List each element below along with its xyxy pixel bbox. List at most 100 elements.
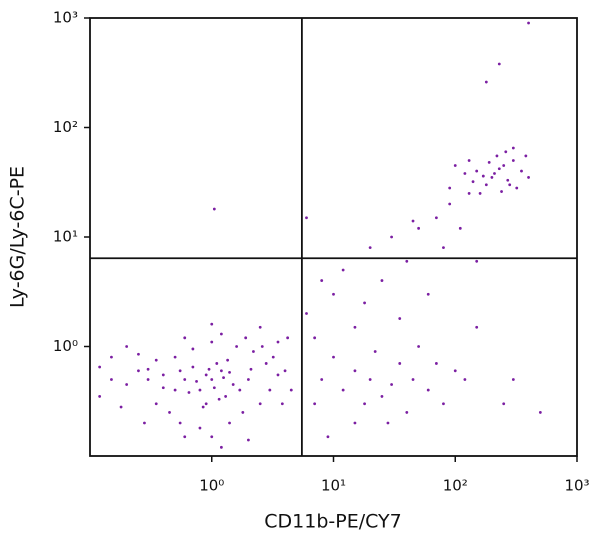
data-point — [222, 376, 225, 379]
plot-frame — [89, 17, 578, 457]
data-point — [119, 405, 123, 409]
data-point — [497, 62, 501, 66]
data-point — [434, 216, 438, 220]
data-point — [524, 154, 528, 158]
data-point — [207, 367, 211, 371]
data-point — [224, 395, 228, 398]
data-point — [226, 358, 230, 362]
data-point — [146, 367, 150, 371]
y-tick-label: 10¹ — [53, 228, 78, 246]
data-point — [168, 411, 171, 414]
data-point — [137, 352, 140, 356]
data-point — [442, 246, 445, 250]
data-point — [183, 378, 187, 381]
data-point — [453, 164, 457, 167]
data-point — [173, 355, 177, 359]
data-point — [527, 176, 530, 179]
data-point — [231, 383, 235, 386]
data-point — [219, 332, 223, 336]
data-point — [320, 279, 324, 282]
data-point — [241, 411, 245, 414]
data-point — [500, 190, 503, 193]
data-point — [515, 186, 519, 190]
data-point — [204, 402, 208, 406]
data-point — [125, 383, 129, 386]
data-point — [368, 378, 372, 381]
data-point — [380, 395, 384, 398]
x-tick-label: 10³ — [564, 477, 589, 495]
data-point — [493, 172, 496, 175]
data-point — [320, 378, 324, 381]
data-point — [353, 325, 357, 329]
data-point — [538, 411, 542, 414]
data-point — [283, 369, 287, 373]
data-point — [305, 216, 308, 220]
data-point — [195, 380, 198, 383]
data-point — [332, 292, 335, 296]
data-point — [264, 362, 268, 365]
data-point — [183, 435, 187, 439]
data-point — [426, 388, 430, 392]
data-point — [405, 411, 409, 414]
data-point — [434, 362, 438, 365]
data-point — [198, 426, 202, 430]
data-point — [286, 336, 290, 340]
x-tick-label: 10¹ — [321, 477, 346, 495]
x-tick-label: 10² — [443, 477, 468, 495]
data-point — [110, 355, 113, 359]
data-point — [417, 345, 420, 348]
data-point — [258, 402, 262, 406]
data-point — [178, 421, 182, 425]
data-point — [219, 445, 223, 449]
data-point — [276, 373, 280, 377]
data-point — [475, 259, 479, 263]
data-point — [191, 365, 195, 369]
data-point — [210, 435, 214, 439]
data-point — [487, 161, 491, 164]
data-point — [228, 371, 231, 374]
data-point — [373, 350, 377, 353]
data-point — [217, 397, 221, 401]
data-point — [363, 402, 366, 406]
y-tick-label: 10² — [53, 118, 78, 136]
data-point — [504, 150, 508, 154]
data-point — [154, 402, 158, 406]
data-point — [398, 317, 402, 320]
data-point — [471, 180, 475, 184]
data-point — [341, 268, 345, 272]
y-tick-label: 10³ — [53, 9, 78, 27]
data-point — [458, 226, 462, 230]
data-point — [442, 402, 445, 406]
data-point — [125, 345, 129, 348]
data-point — [484, 80, 488, 84]
data-point — [173, 388, 177, 392]
data-point — [390, 235, 393, 239]
data-point — [511, 378, 515, 381]
data-point — [154, 358, 158, 362]
data-point — [143, 421, 146, 425]
data-point — [463, 172, 467, 175]
data-point — [497, 167, 501, 171]
data-point — [238, 388, 242, 392]
data-point — [326, 435, 330, 439]
data-point — [210, 378, 214, 381]
data-point — [475, 169, 479, 173]
data-point — [268, 388, 272, 392]
data-point — [495, 154, 499, 158]
data-point — [448, 202, 452, 206]
data-point — [260, 345, 264, 348]
data-point — [506, 178, 510, 182]
data-point — [98, 365, 102, 369]
data-point — [98, 395, 102, 398]
data-point — [252, 350, 255, 353]
data-point — [313, 336, 317, 340]
data-point — [271, 355, 275, 359]
data-point — [258, 325, 262, 329]
data-point — [244, 336, 248, 340]
data-point — [212, 386, 216, 390]
data-point — [178, 369, 182, 373]
data-point — [210, 340, 214, 344]
data-point — [398, 362, 402, 365]
data-point — [386, 421, 390, 425]
